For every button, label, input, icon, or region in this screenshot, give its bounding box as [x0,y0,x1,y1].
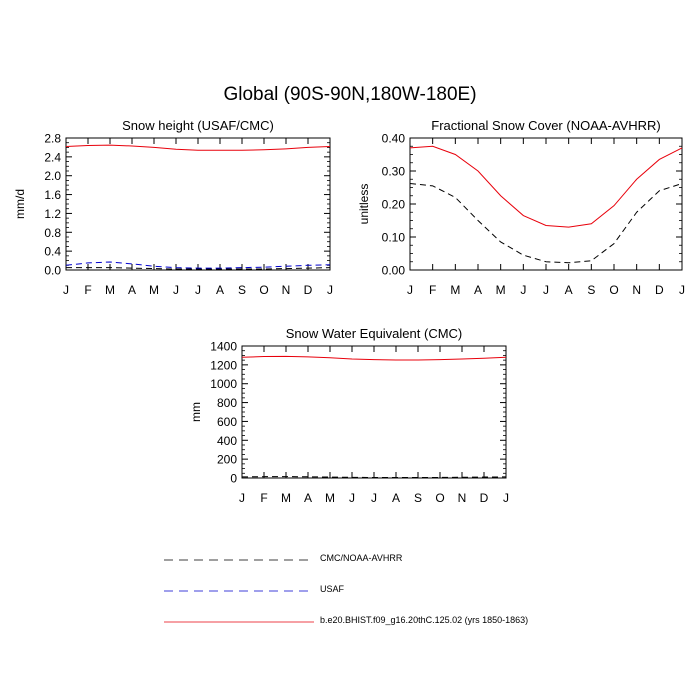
snow-height-xtick-label: F [84,283,91,297]
swe-ytick-label: 1000 [210,377,237,391]
snow-height-xtick-label: A [128,283,136,297]
snow-cover-series-b-e20-bhist-f09-g16-20thc-125-02-yrs-1850-1863 [409,145,683,228]
swe-ytick-label: 400 [217,434,237,448]
snow-cover-xtick-label: F [429,283,436,297]
swe-series-cmc-noaa-avhrr [241,476,507,479]
swe-xtick-label: J [349,491,355,505]
swe-xtick-label: M [281,491,291,505]
snow-cover-ytick-label: 0.00 [382,264,406,278]
legend-label-cmc: CMC/NOAA-AVHRR [320,553,403,563]
swe-xtick-label: N [458,491,467,505]
snow-height-xtick-label: J [63,283,69,297]
snow-height-xtick-label: O [259,283,268,297]
swe-xtick-label: S [414,491,422,505]
snow-cover-xtick-label: D [655,283,664,297]
snow-cover-xtick-label: M [496,283,506,297]
legend-item-usaf: USAF [160,583,680,599]
swe-xtick-label: D [480,491,489,505]
snow-cover-xtick-label: O [609,283,618,297]
legend-swatch-usaf [164,590,314,592]
snow-cover-ylabel: unitless [357,184,371,225]
swe-xtick-label: O [435,491,444,505]
swe-xtick-label: J [503,491,509,505]
snow-height-xtick-label: J [173,283,179,297]
snow-height-xtick-label: A [216,283,224,297]
swe-ytick-label: 1400 [210,340,237,354]
snow-height-ytick-label: 2.8 [44,132,61,146]
snow-cover-ytick-label: 0.40 [382,132,406,146]
snow-height-xtick-label: M [105,283,115,297]
snow-height-ytick-label: 1.2 [44,207,61,221]
swe-ytick-label: 0 [230,472,237,486]
swe-xtick-label: F [260,491,267,505]
snow-cover-xtick-label: J [543,283,549,297]
figure-title: Global (90S-90N,180W-180E) [223,84,477,105]
snow-height-series-b-e20-bhist-f09-g16-20thc-125-02-yrs-1850-1863 [65,144,331,151]
legend-item-model: b.e20.BHIST.f09_g16.20thC.125.02 (yrs 18… [160,614,680,630]
swe-xtick-label: J [371,491,377,505]
swe-ytick-label: 1200 [210,358,237,372]
swe-title: Snow Water Equivalent (CMC) [286,326,463,341]
legend-label-usaf: USAF [320,584,345,594]
snow-height-ytick-label: 0.4 [44,245,61,259]
snow-cover-xtick-label: J [407,283,413,297]
snow-height-xtick-label: S [238,283,246,297]
snow-height-ylabel: mm/d [13,189,27,219]
legend-swatch-cmc [164,559,314,561]
legend-label-model: b.e20.BHIST.f09_g16.20thC.125.02 (yrs 18… [320,615,529,625]
snow-height-xtick-label: M [149,283,159,297]
snow-cover-xtick-label: J [679,283,685,297]
snow-height-xtick-label: N [282,283,291,297]
snow-height-series-usaf [65,261,331,269]
snow-height-series-cmc-noaa-avhrr [66,267,331,270]
snow-height-ytick-label: 1.6 [44,188,61,202]
snow-cover-xtick-label: M [450,283,460,297]
swe-ytick-label: 600 [217,415,237,429]
snow-cover-ytick-label: 0.30 [382,165,406,179]
snow-height-ytick-label: 2.4 [44,150,61,164]
snow-height-title: Snow height (USAF/CMC) [122,118,274,133]
snow-cover-series-cmc-noaa-avhrr [409,183,683,264]
swe-ytick-label: 800 [217,396,237,410]
snow-height-xtick-label: J [327,283,333,297]
snow-cover-plot-frame [409,137,683,271]
snow-cover-title: Fractional Snow Cover (NOAA-AVHRR) [431,118,660,133]
snow-height-ytick-label: 2.0 [44,169,61,183]
swe-ylabel: mm [189,402,203,422]
snow-cover-xtick-label: A [474,283,482,297]
swe-ytick-label: 200 [217,453,237,467]
swe-xtick-label: M [325,491,335,505]
snow-height-plot-frame [65,137,331,271]
swe-xtick-label: A [392,491,400,505]
snow-cover-xtick-label: J [520,283,526,297]
snow-cover-ytick-label: 0.10 [382,231,406,245]
snow-height-ytick-label: 0.8 [44,226,61,240]
snow-height-ytick-label: 0.0 [44,264,61,278]
swe-plot-frame [241,345,507,479]
legend-item-cmc: CMC/NOAA-AVHRR [160,552,680,568]
swe-series-b-e20-bhist-f09-g16-20thc-125-02-yrs-1850-1863 [241,355,507,361]
snow-cover-xtick-label: S [587,283,595,297]
swe-xtick-label: J [239,491,245,505]
snow-cover-xtick-label: N [632,283,641,297]
snow-cover-xtick-label: A [565,283,573,297]
swe-xtick-label: A [304,491,312,505]
legend-swatch-model [164,621,314,623]
snow-height-xtick-label: D [304,283,313,297]
snow-height-xtick-label: J [195,283,201,297]
snow-cover-ytick-label: 0.20 [382,198,406,212]
